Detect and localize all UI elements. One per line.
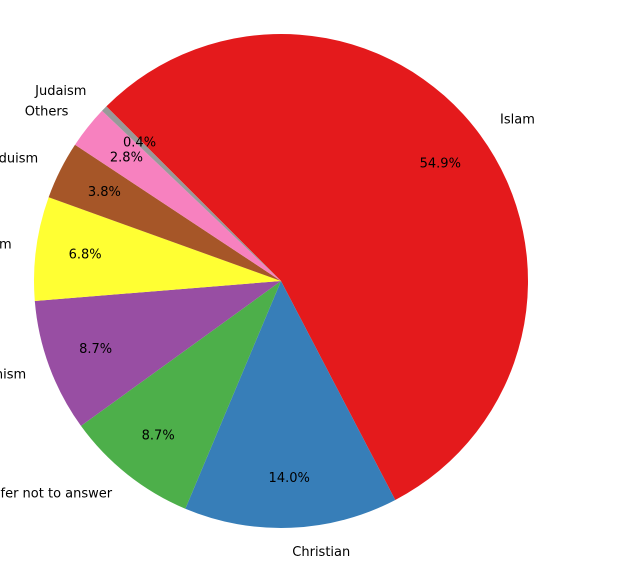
- category-label-prefer-not-to-answer: Prefer not to answer: [0, 486, 113, 501]
- category-label-buddhism: Buddhism: [0, 368, 26, 383]
- pie-slices: [34, 34, 528, 528]
- pct-label-hinduism: 3.8%: [88, 185, 121, 200]
- category-label-others: Others: [25, 104, 69, 119]
- pct-label-judaism: 0.4%: [123, 136, 156, 151]
- pct-label-atheism: 6.8%: [69, 247, 102, 262]
- category-label-atheism: Atheism: [0, 238, 12, 253]
- pie-slice-christian: [185, 281, 396, 528]
- pie-slice-judaism: [102, 106, 281, 281]
- pct-label-buddhism: 8.7%: [79, 342, 112, 357]
- pie-slice-islam: [106, 34, 528, 500]
- pie-slice-buddhism: [34, 281, 281, 426]
- category-label-hinduism: Hinduism: [0, 152, 38, 167]
- category-label-christian: Christian: [292, 545, 350, 560]
- pct-label-christian: 14.0%: [269, 471, 310, 486]
- pct-label-prefer-not-to-answer: 8.7%: [142, 428, 175, 443]
- pie-slice-others: [75, 110, 281, 281]
- category-labels: Islam Christian Prefer not to answer Buddhi…: [0, 84, 535, 560]
- pct-label-others: 2.8%: [110, 150, 143, 165]
- pct-label-islam: 54.9%: [420, 157, 461, 172]
- percentage-labels: 54.9% 14.0% 8.7% 8.7% 6.8% 3.8% 2.8%0.4%: [69, 136, 461, 486]
- pie-slice-prefer-not-to-answer: [80, 281, 281, 509]
- pie-slice-hinduism: [48, 144, 281, 281]
- pie-slice-atheism: [34, 197, 282, 301]
- category-label-judaism: Judaism: [34, 84, 86, 99]
- category-label-islam: Islam: [500, 113, 535, 128]
